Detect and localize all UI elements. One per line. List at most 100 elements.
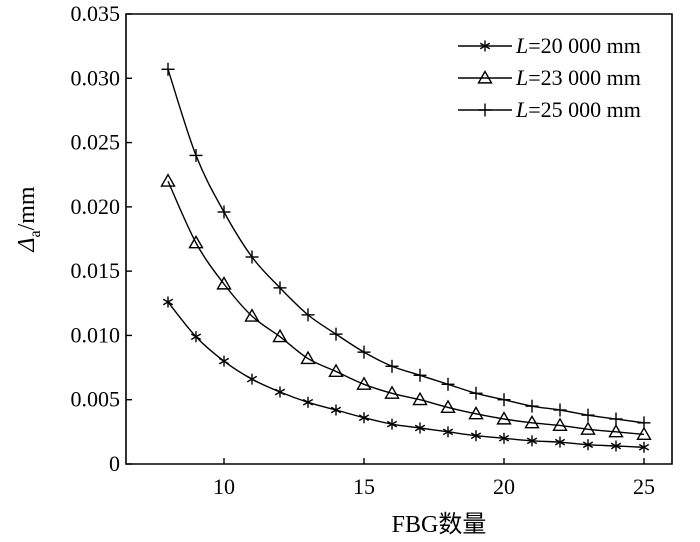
triangle-marker: [384, 385, 400, 399]
y-axis-title: Δa/mm: [14, 186, 44, 253]
data-point: [608, 423, 624, 438]
triangle-marker: [244, 308, 260, 322]
y-axis-unit: /mm: [14, 186, 40, 230]
data-point: [496, 411, 512, 425]
star-marker-stroke: [358, 414, 370, 422]
data-point: [189, 148, 203, 162]
legend-label-value: =20 000 mm: [528, 33, 641, 58]
triangle-marker: [580, 421, 596, 435]
legend-label: L=23 000 mm: [515, 65, 641, 90]
triangle-marker: [524, 414, 540, 429]
y-tick-label: 0.030: [71, 65, 121, 90]
data-point: [581, 408, 595, 422]
data-point: [413, 368, 427, 382]
triangle-marker: [412, 391, 428, 406]
legend-item-2: L=23 000 mm: [458, 65, 641, 90]
triangle-marker: [216, 276, 232, 290]
star-marker-stroke: [470, 432, 482, 440]
data-point: [161, 62, 175, 76]
star-marker-stroke: [442, 428, 454, 436]
star-marker-stroke: [610, 442, 622, 450]
data-point: [497, 393, 511, 407]
data-point: [302, 396, 314, 408]
triangle-marker: [440, 399, 456, 414]
data-point: [498, 432, 510, 444]
star-marker-stroke: [526, 437, 538, 445]
triangle-marker: [552, 417, 568, 432]
axes: 0 0.005 0.010 0.015 0.020 0.025 0.030 0.035 10 15…: [71, 1, 673, 499]
data-point: [609, 412, 623, 426]
data-point: [610, 440, 622, 452]
data-point: [440, 399, 456, 414]
star-marker-stroke: [302, 398, 314, 406]
data-point: [357, 345, 371, 359]
x-axis-title: FBG数量: [392, 511, 487, 538]
y-tick-label: 0.025: [71, 130, 121, 155]
data-point: [478, 103, 492, 117]
data-point: [245, 250, 259, 264]
x-tick-label: 20: [493, 474, 515, 499]
data-point: [524, 414, 540, 429]
data-point: [553, 403, 567, 417]
data-point: [274, 386, 286, 398]
data-point: [580, 421, 596, 435]
data-point: [469, 386, 483, 400]
data-point: [216, 276, 232, 290]
data-point: [356, 376, 372, 390]
triangle-marker: [272, 328, 288, 343]
star-marker-stroke: [330, 406, 342, 414]
star-marker-stroke: [274, 388, 286, 396]
data-point: [301, 308, 315, 322]
data-point: [218, 355, 230, 367]
legend-item-3: L=25 000 mm: [458, 97, 641, 122]
data-point: [479, 40, 491, 52]
series-1: [162, 296, 650, 453]
star-marker-stroke: [582, 441, 594, 449]
series-line: [167, 301, 645, 448]
star-marker-stroke: [218, 357, 230, 365]
data-point: [273, 281, 287, 295]
x-tick-label: 25: [633, 474, 655, 499]
data-point: [217, 205, 231, 219]
data-point: [526, 435, 538, 447]
x-tick-label: 10: [213, 474, 235, 499]
data-point: [160, 173, 176, 187]
data-point: [637, 416, 651, 430]
star-marker-stroke: [554, 438, 566, 446]
data-point: [582, 439, 594, 451]
data-point: [554, 436, 566, 448]
triangle-marker: [188, 234, 204, 249]
data-point: [470, 430, 482, 442]
data-point: [636, 426, 652, 441]
y-tick-label: 0.015: [71, 258, 121, 283]
triangle-marker: [477, 70, 493, 84]
series-line: [167, 69, 645, 424]
data-point: [188, 234, 204, 249]
triangle-marker: [608, 423, 624, 438]
y-tick-label: 0: [109, 451, 120, 476]
star-marker-stroke: [246, 375, 258, 383]
data-point: [477, 70, 493, 84]
plot-frame: [125, 13, 673, 465]
triangle-marker: [468, 405, 484, 420]
data-point: [442, 426, 454, 438]
triangle-marker: [160, 173, 176, 187]
data-point: [638, 441, 650, 453]
x-tick-label: 15: [353, 474, 375, 499]
y-tick-label: 0.010: [71, 322, 121, 347]
y-tick-label: 0.005: [71, 387, 121, 412]
data-point: [358, 412, 370, 424]
series-3: [161, 62, 651, 430]
data-point: [162, 296, 174, 308]
data-point: [300, 350, 316, 365]
star-marker-stroke: [638, 443, 650, 451]
legend-label-value: =23 000 mm: [528, 65, 641, 90]
data-point: [272, 328, 288, 343]
data-point: [468, 405, 484, 420]
star-marker-stroke: [386, 420, 398, 428]
star-marker-stroke: [190, 333, 202, 341]
legend: L=20 000 mm L=23 000 mm L=25 000 mm: [458, 33, 641, 122]
legend-label-variable: L: [515, 33, 528, 58]
triangle-marker: [356, 376, 372, 390]
